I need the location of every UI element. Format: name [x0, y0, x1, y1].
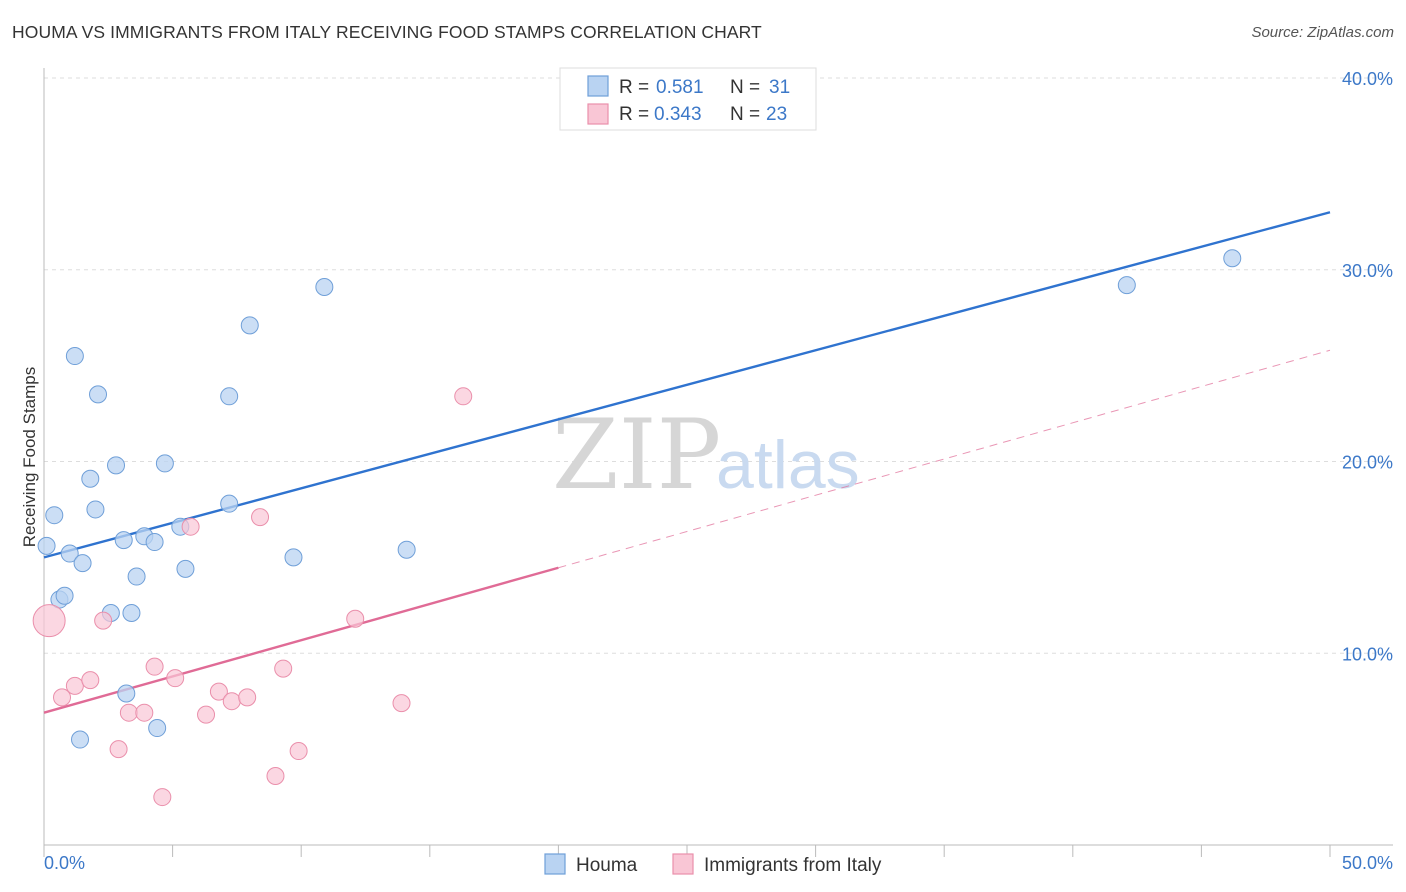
- point-houma: [315, 278, 334, 297]
- legend-r-value-houma: 0.581: [656, 77, 704, 98]
- point-houma: [148, 719, 167, 738]
- legend-n-label-houma: N =: [730, 77, 760, 98]
- watermark-atlas: atlas: [716, 427, 860, 503]
- point-houma: [73, 554, 92, 573]
- x-tick-label-max: 50.0%: [1342, 853, 1393, 873]
- y-tick-label-30: 30.0%: [1342, 261, 1393, 281]
- point-italy: [222, 692, 241, 711]
- point-houma: [60, 544, 79, 563]
- point-italy: [166, 669, 185, 688]
- point-italy: [346, 609, 365, 628]
- point-houma: [81, 469, 100, 488]
- point-italy: [197, 705, 216, 724]
- legend-swatch-houma: [587, 75, 609, 97]
- legend-r-label-houma: R =: [619, 77, 649, 98]
- point-italy: [209, 682, 228, 701]
- gridlines: [44, 77, 1393, 654]
- point-italy: [94, 611, 113, 630]
- point-italy: [454, 387, 473, 406]
- point-houma: [122, 603, 141, 622]
- chart-title: HOUMA VS IMMIGRANTS FROM ITALY RECEIVING…: [12, 22, 762, 42]
- y-axis-title: Receiving Food Stamps: [20, 367, 39, 547]
- point-italy: [81, 671, 100, 690]
- y-tick-labels: 10.0% 20.0% 30.0% 40.0%: [1342, 69, 1393, 664]
- point-houma: [71, 730, 90, 749]
- point-houma: [1117, 276, 1136, 295]
- point-italy: [251, 508, 270, 527]
- point-houma: [86, 500, 105, 519]
- point-italy: [238, 688, 257, 707]
- scatter-points: [32, 249, 1242, 807]
- point-houma: [1223, 249, 1242, 268]
- y-tick-label-10: 10.0%: [1342, 644, 1393, 664]
- point-houma: [240, 316, 259, 335]
- point-houma: [107, 456, 126, 475]
- legend-r-label-italy: R =: [619, 104, 649, 125]
- legend-n-value-italy: 23: [766, 104, 787, 125]
- point-houma: [37, 536, 56, 555]
- legend-swatch-italy: [587, 103, 609, 125]
- point-houma: [55, 586, 74, 605]
- point-houma: [89, 385, 108, 404]
- x-tick-label-min: 0.0%: [44, 853, 85, 873]
- point-italy: [53, 688, 72, 707]
- trend-line-houma: [43, 211, 1331, 559]
- point-italy: [266, 766, 285, 785]
- bottom-legend-italy: Immigrants from Italy: [704, 855, 882, 876]
- bottom-legend: Houma Immigrants from Italy: [544, 853, 882, 876]
- point-italy: [65, 676, 84, 695]
- chart-source: Source: ZipAtlas.com: [1251, 24, 1394, 41]
- bottom-legend-houma: Houma: [576, 855, 638, 876]
- point-houma: [176, 559, 195, 578]
- point-houma: [284, 548, 303, 567]
- point-italy: [109, 740, 128, 759]
- point-italy: [135, 703, 154, 722]
- trend-line-italy-dashed: [558, 349, 1331, 569]
- point-houma: [45, 506, 64, 525]
- point-italy: [392, 694, 411, 713]
- point-italy: [119, 703, 138, 722]
- point-italy: [32, 604, 66, 638]
- legend-n-label-italy: N =: [730, 104, 760, 125]
- point-italy: [181, 517, 200, 536]
- point-italy: [145, 657, 164, 676]
- y-tick-label-20: 20.0%: [1342, 453, 1393, 473]
- point-italy: [153, 788, 172, 807]
- point-houma: [114, 531, 133, 550]
- point-houma: [145, 533, 164, 552]
- point-houma: [127, 567, 146, 586]
- point-houma: [220, 494, 239, 513]
- legend-r-value-italy: 0.343: [654, 104, 702, 125]
- point-houma: [397, 540, 416, 559]
- bottom-legend-swatch-italy: [672, 853, 694, 875]
- watermark-zip: ZIP: [552, 399, 721, 511]
- point-italy: [274, 659, 293, 678]
- point-houma: [65, 347, 84, 366]
- legend-n-value-houma: 31: [769, 77, 790, 98]
- point-italy: [289, 742, 308, 761]
- bottom-legend-swatch-houma: [544, 853, 566, 875]
- point-houma: [220, 387, 239, 406]
- point-houma: [155, 454, 174, 473]
- y-tick-label-40: 40.0%: [1342, 69, 1393, 89]
- top-legend: R = 0.581 N = 31 R = 0.343 N = 23: [559, 67, 817, 131]
- point-houma: [117, 684, 136, 703]
